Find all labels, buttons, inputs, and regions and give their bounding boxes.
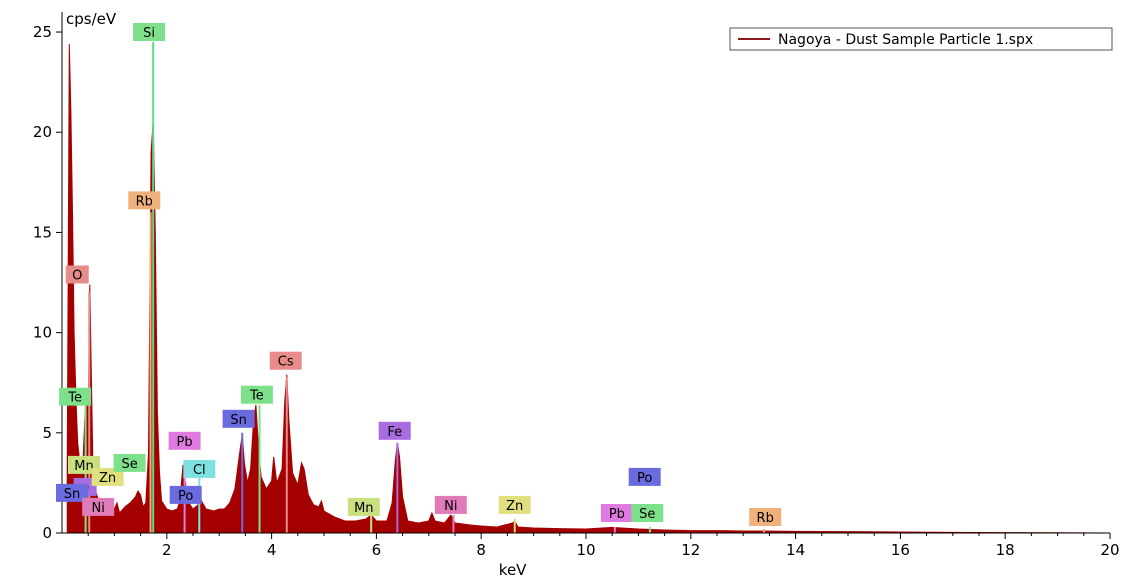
spectrum-series	[66, 44, 1111, 534]
peak-label-text: Sn	[230, 413, 247, 428]
peak-label-text: Po	[637, 471, 652, 486]
peak-label-box	[82, 497, 115, 516]
peak-label-sn: Sn	[56, 483, 88, 502]
peak-label-text: Sn	[64, 487, 81, 502]
peak-label-box	[168, 431, 201, 450]
peak-label-text: Ni	[444, 499, 457, 514]
y-tick-label: 5	[42, 424, 52, 442]
legend-box	[729, 27, 1113, 51]
y-tick-label: 0	[42, 524, 52, 542]
peak-label-text: Se	[639, 507, 655, 522]
peak-label-sn: Sn	[222, 409, 255, 428]
peak-label-te: Te	[59, 387, 92, 406]
y-axis-label: cps/eV	[66, 10, 117, 28]
peak-label-text: Si	[143, 26, 155, 41]
peak-label-rb: Rb	[128, 191, 161, 210]
peak-label-box	[113, 453, 146, 472]
peak-label-box	[631, 504, 664, 522]
peak-label-o: O	[65, 265, 89, 284]
peak-label-text: Pb	[177, 435, 193, 450]
peak-label-box	[628, 467, 661, 486]
peak-label-box	[133, 23, 165, 41]
peak-label-se: Se	[631, 504, 664, 522]
peak-label-box	[65, 265, 89, 284]
peak-label-mn: Mn	[347, 497, 380, 516]
x-tick-label: 4	[267, 541, 277, 559]
peak-labels-layer: SiRbOTeMneZnSeSnNiPbClPoSnTeCsFeMnNiZnPo…	[56, 23, 782, 526]
peak-label-po: Po	[628, 467, 661, 486]
x-tick-label: 8	[476, 541, 486, 559]
x-tick-label: 20	[1100, 541, 1119, 559]
y-tick-label: 15	[33, 223, 52, 241]
peak-label-box	[91, 467, 124, 486]
peak-label-se: Se	[113, 453, 146, 472]
peak-label-text: Mn	[74, 459, 93, 474]
peak-label-text: Rb	[757, 511, 774, 526]
peak-label-box	[749, 508, 782, 526]
peak-label-cl: Cl	[183, 459, 216, 478]
peak-label-text: Rb	[136, 194, 153, 209]
peak-label-text: Mn	[354, 501, 373, 516]
peak-label-box	[56, 483, 88, 502]
x-tick-label: 12	[681, 541, 700, 559]
peak-label-po: Po	[169, 485, 202, 504]
peak-label-cs: Cs	[269, 351, 302, 370]
peak-label-si: Si	[133, 23, 165, 41]
peak-label-text: Fe	[387, 425, 402, 440]
x-tick-label: 6	[372, 541, 382, 559]
peak-label-text: Te	[249, 389, 264, 404]
peak-label-text: O	[72, 269, 82, 284]
peak-label-box	[269, 351, 302, 370]
peak-label-text: Zn	[99, 471, 116, 486]
legend: Nagoya - Dust Sample Particle 1.spx	[729, 27, 1113, 51]
peak-label-box	[59, 387, 92, 406]
peak-label-text: Cl	[193, 463, 206, 478]
peak-label-rb: Rb	[749, 508, 782, 526]
peak-label-fe: Fe	[378, 421, 411, 440]
peak-label-zn: Zn	[91, 467, 124, 486]
element-lines-layer	[84, 42, 766, 533]
x-tick-label: 18	[996, 541, 1015, 559]
y-tick-label: 25	[33, 23, 52, 41]
x-tick-label: 10	[576, 541, 595, 559]
peak-label-box	[347, 497, 380, 516]
peak-label-text: Se	[121, 457, 137, 472]
peak-label-text: Po	[178, 489, 193, 504]
peak-label-box	[128, 191, 161, 210]
y-tick-label: 10	[33, 324, 52, 342]
peak-label-box	[600, 504, 633, 522]
legend-entry: Nagoya - Dust Sample Particle 1.spx	[778, 32, 1033, 48]
peak-label-ni: Ni	[434, 495, 467, 514]
spectrum-layer	[66, 44, 1111, 534]
peak-label-text: Ni	[92, 501, 105, 516]
peak-label-text: Zn	[506, 499, 523, 514]
x-tick-label: 14	[786, 541, 805, 559]
peak-label-te: Te	[240, 385, 273, 404]
peak-label-ni: Ni	[82, 497, 115, 516]
axes-layer: 0 5 10 15 20 25 2 4 6 8 10 12 14 16 18 20	[33, 12, 1120, 559]
peak-label-box	[434, 495, 467, 514]
x-tick-label: 16	[891, 541, 910, 559]
x-tick-label: 2	[162, 541, 172, 559]
x-axis-label: keV	[499, 561, 527, 579]
peak-label-pb: Pb	[168, 431, 201, 450]
peak-label-box	[183, 459, 216, 478]
peak-label-box	[498, 495, 531, 514]
peak-label-text: Pb	[609, 507, 625, 522]
peak-label-box	[240, 385, 273, 404]
peak-label-box	[222, 409, 255, 428]
peak-label-text: Te	[67, 391, 82, 406]
peak-label-zn: Zn	[498, 495, 531, 514]
y-tick-label: 20	[33, 123, 52, 141]
peak-label-text: Cs	[278, 355, 294, 370]
peak-label-box	[378, 421, 411, 440]
peak-label-box	[169, 485, 202, 504]
peak-label-pb: Pb	[600, 504, 633, 522]
